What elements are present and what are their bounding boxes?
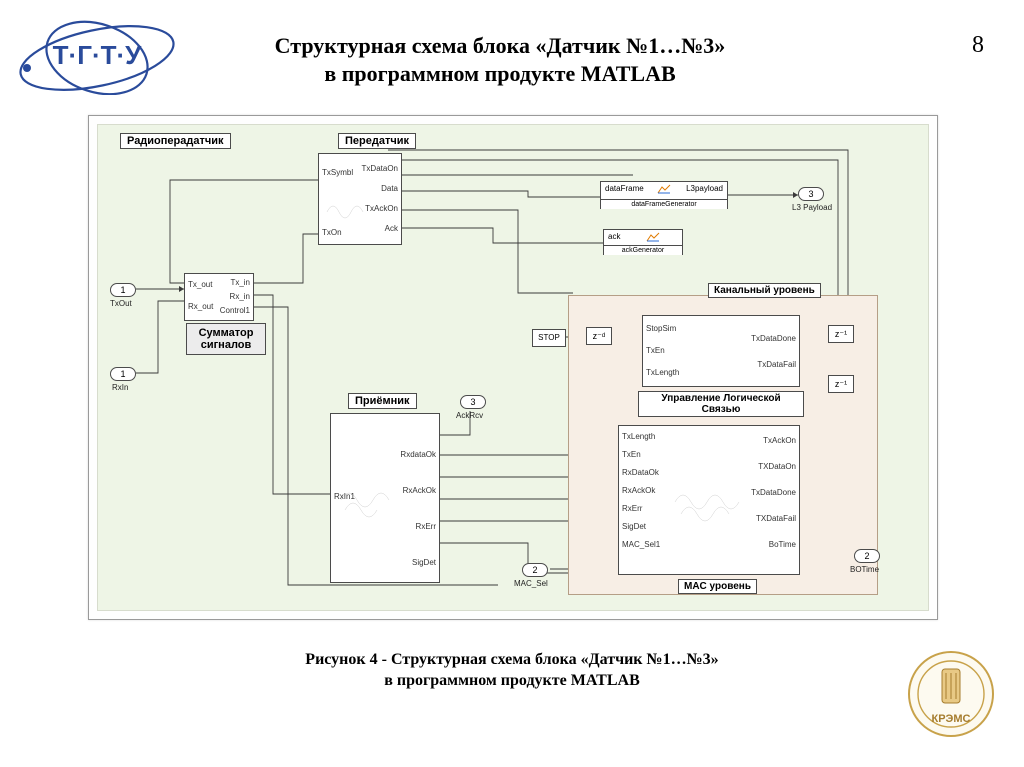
block-ack-generator: ack ackGenerator — [603, 229, 683, 255]
port-tx-in: Tx_in — [230, 278, 250, 287]
port-txdatafail: TxDataFail — [757, 360, 796, 369]
block-llc: StopSim TxEn TxLength TxDataDone TxDataF… — [642, 315, 800, 387]
block-transmitter: TxSymbl TxOn TxDataOn Data TxAckOn Ack — [318, 153, 402, 245]
port-rxdataok: RxdataOk — [400, 450, 436, 459]
block-summator: Tx_out Rx_out Tx_in Rx_in Control1 — [184, 273, 254, 321]
port-sigdet: SigDet — [412, 558, 436, 567]
inport-rxin: 1 — [110, 367, 136, 381]
port-mac-rxdataok: RxDataOk — [622, 468, 659, 477]
port-mac-rxerr: RxErr — [622, 504, 642, 513]
port-mac-sel1: MAC_Sel1 — [622, 540, 660, 549]
svg-text:Т·Г·Т·У: Т·Г·Т·У — [53, 40, 142, 70]
port-stopsim: StopSim — [646, 324, 676, 333]
port-mac-sigdet: SigDet — [622, 522, 646, 531]
tgtu-logo: Т·Г·Т·У — [12, 20, 182, 95]
port-txdataon: TxDataOn — [362, 164, 398, 173]
tag-radio-transmitter: Радиоперадатчик — [120, 133, 231, 149]
block-dataframe-generator: dataFrame L3payload dataFrameGenerator — [600, 181, 728, 209]
block-z-1b: z⁻¹ — [828, 375, 854, 393]
title-mac: MAC уровень — [678, 579, 757, 594]
block-receiver: RxIn1 RxdataOk RxAckOk RxErr SigDet — [330, 413, 440, 583]
title-line-1: Структурная схема блока «Датчик №1…№3» — [180, 32, 820, 60]
block-z-1a: z⁻¹ — [828, 325, 854, 343]
dfg-left: dataFrame — [605, 184, 644, 193]
block-z-d: z⁻ᵈ — [586, 327, 612, 345]
port-mac-botime: BoTime — [769, 540, 796, 549]
title-llc: Управление Логической Связью — [638, 391, 804, 417]
port-rxin1: RxIn1 — [334, 492, 355, 501]
port-mac-txlength: TxLength — [622, 432, 655, 441]
caption-line-1: Рисунок 4 - Структурная схема блока «Дат… — [0, 650, 1024, 671]
block-mac: TxLength TxEn RxDataOk RxAckOk RxErr Sig… — [618, 425, 800, 575]
outport-ackrcv: 3 — [460, 395, 486, 409]
outport-txout: 1 — [110, 283, 136, 297]
inport-l3-label: L3 Payload — [792, 203, 832, 212]
port-control1: Control1 — [220, 306, 250, 315]
port-txdatadone: TxDataDone — [751, 334, 796, 343]
outport-botime: 2 — [854, 549, 880, 563]
inport-rxin-label: RxIn — [112, 383, 128, 392]
ackg-caption: ackGenerator — [604, 245, 682, 255]
port-rx-out: Rx_out — [188, 302, 213, 311]
dfg-caption: dataFrameGenerator — [601, 199, 727, 209]
title-channel-level: Канальный уровень — [708, 283, 821, 298]
title-line-2: в программном продукте MATLAB — [180, 60, 820, 88]
ackg-left: ack — [608, 232, 620, 241]
outport-botime-label: BOTime — [850, 565, 879, 574]
tag-transmitter: Передатчик — [338, 133, 416, 149]
port-mac-txdatafail: TXDataFail — [756, 514, 796, 523]
port-ack: Ack — [385, 224, 398, 233]
port-rxackok: RxAckOk — [403, 486, 436, 495]
port-mac-txdataon: TXDataOn — [758, 462, 796, 471]
simulink-diagram-frame: Радиоперадатчик Передатчик Сумматор сигн… — [88, 115, 938, 620]
port-llc-txen: TxEn — [646, 346, 665, 355]
port-mac-txackon: TxAckOn — [763, 436, 796, 445]
outport-txout-label: TxOut — [110, 299, 132, 308]
outport-ackrcv-label: AckRcv — [456, 411, 483, 420]
port-rxerr: RxErr — [416, 522, 436, 531]
block-stop: STOP — [532, 329, 566, 347]
port-tx-out: Tx_out — [188, 280, 212, 289]
caption-line-2: в программном продукте MATLAB — [0, 671, 1024, 692]
krems-logo: КРЭМС — [906, 649, 996, 739]
port-txackon: TxAckOn — [365, 204, 398, 213]
port-txon: TxOn — [322, 228, 342, 237]
port-txsymbl: TxSymbl — [322, 168, 353, 177]
inport-l3: 3 — [798, 187, 824, 201]
inport-macsel-label: MAC_Sel — [514, 579, 548, 588]
tag-summator: Сумматор сигналов — [186, 323, 266, 355]
svg-text:КРЭМС: КРЭМС — [932, 713, 971, 725]
port-rx-in: Rx_in — [230, 292, 250, 301]
page-title: Структурная схема блока «Датчик №1…№3» в… — [180, 32, 820, 87]
figure-caption: Рисунок 4 - Структурная схема блока «Дат… — [0, 650, 1024, 692]
inport-macsel: 2 — [522, 563, 548, 577]
dfg-right: L3payload — [686, 184, 723, 193]
port-mac-txen: TxEn — [622, 450, 641, 459]
page-number: 8 — [972, 32, 984, 59]
port-llc-txlength: TxLength — [646, 368, 679, 377]
port-data: Data — [381, 184, 398, 193]
port-mac-rxackok: RxAckOk — [622, 486, 655, 495]
tag-receiver: Приёмник — [348, 393, 417, 409]
port-mac-txdatadone: TxDataDone — [751, 488, 796, 497]
simulink-canvas: Радиоперадатчик Передатчик Сумматор сигн… — [97, 124, 929, 611]
